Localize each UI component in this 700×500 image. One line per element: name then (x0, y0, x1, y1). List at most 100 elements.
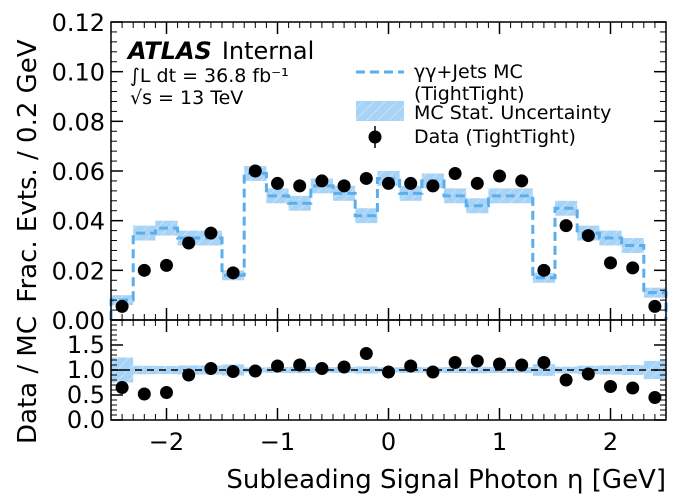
data-point (515, 174, 529, 188)
legend-band-label: MC Stat. Uncertainty (414, 102, 611, 124)
data-point (559, 219, 573, 233)
mc-stat-band-bin (355, 208, 378, 224)
mc-stat-band-bin (333, 185, 356, 201)
ratio-band-bin (444, 367, 467, 373)
ratio-point (470, 354, 484, 368)
ratio-band-bin (133, 365, 156, 375)
main-y-tick-label: 0.06 (52, 158, 105, 186)
ratio-data-points (115, 347, 662, 404)
main-ticks: 0.00 0.02 0.04 0.06 0.08 0.10 0.12 (52, 9, 667, 335)
legend-data-marker (368, 130, 382, 144)
data-point (426, 179, 440, 193)
ratio-point (182, 368, 196, 382)
mc-step-line (109, 171, 668, 320)
ratio-point (137, 387, 151, 401)
ratio-point (271, 359, 284, 373)
data-point (581, 229, 595, 243)
data-point (115, 299, 129, 313)
data-point (648, 299, 662, 313)
ratio-point (204, 362, 218, 375)
ratio-point (248, 364, 262, 378)
luminosity-text: ∫L dt = 36.8 fb⁻¹ (130, 65, 289, 87)
data-point (293, 179, 307, 193)
atlas-label-bold: ATLAS (126, 37, 212, 65)
ratio-y-tick-label: 0.0 (67, 406, 105, 434)
ratio-band-bin (599, 365, 622, 375)
data-point (404, 176, 418, 190)
data-point (493, 169, 506, 183)
legend: γγ+Jets MC (TightTight) MC Stat. Uncerta… (356, 61, 611, 148)
data-point (382, 176, 395, 190)
ratio-point (160, 386, 173, 399)
ratio-point (426, 365, 440, 379)
mc-stat-band-bin (266, 188, 289, 204)
data-point (271, 176, 284, 190)
main-mc-step-line (109, 171, 668, 320)
main-y-tick-label: 0.10 (52, 59, 105, 87)
data-point (160, 258, 173, 272)
data-point (248, 164, 262, 178)
data-point (204, 226, 218, 240)
main-y-tick-label: 0.08 (52, 108, 105, 136)
main-y-tick-label: 0.12 (52, 9, 105, 37)
ratio-ticks: 0.00.51.01.5 −2 −1 0 1 2 (67, 319, 667, 456)
data-point (359, 171, 373, 185)
ratio-y-tick-label: 1.5 (67, 331, 105, 359)
legend-mc-label-line2: (TightTight) (414, 83, 525, 105)
ratio-point (537, 356, 551, 369)
ratio-point (604, 380, 617, 393)
ratio-point (359, 347, 373, 360)
ratio-point (404, 359, 418, 373)
data-point (182, 236, 196, 250)
ratio-point (226, 365, 240, 378)
data-point (470, 176, 484, 190)
data-point (604, 256, 617, 270)
data-point (137, 263, 151, 277)
ratio-point (559, 373, 573, 387)
x-axis-title: Subleading Signal Photon η [GeV] (226, 465, 666, 495)
x-tick-label: −1 (260, 428, 295, 456)
x-tick-label: 1 (492, 428, 507, 456)
ratio-band-bin (555, 366, 578, 374)
ratio-point (515, 358, 529, 372)
energy-text: √s = 13 TeV (130, 87, 243, 109)
ratio-point (581, 367, 595, 381)
ratio-y-tick-label: 0.5 (67, 381, 105, 409)
data-point (537, 263, 551, 277)
data-point (448, 166, 462, 180)
x-tick-label: 2 (603, 428, 618, 456)
ratio-y-tick-label: 1.0 (67, 356, 105, 384)
main-y-axis-title: Frac. Evts. / 0.2 GeV (13, 39, 43, 302)
x-tick-label: 0 (381, 428, 396, 456)
data-point (226, 266, 240, 280)
main-y-tick-label: 0.02 (52, 257, 105, 285)
ratio-point (448, 356, 462, 369)
ratio-y-axis-title: Data / MC (13, 316, 43, 444)
atlas-label-sub: Internal (222, 37, 315, 65)
ratio-point (337, 360, 351, 374)
ratio-point (315, 362, 329, 375)
main-y-tick-label: 0.04 (52, 208, 105, 236)
main-data-points (115, 164, 662, 313)
mc-stat-band-bin (288, 195, 311, 211)
x-tick-label: −2 (149, 428, 184, 456)
ratio-point (293, 358, 307, 372)
ratio-band-bin (155, 365, 178, 375)
ratio-point (493, 357, 506, 371)
mc-stat-band-bin (444, 188, 467, 204)
mc-stat-band-bin (399, 185, 422, 201)
data-point (337, 179, 351, 193)
legend-band-swatch (356, 101, 404, 121)
ratio-point (382, 365, 395, 379)
ratio-point (115, 381, 129, 394)
legend-mc-label-line1: γγ+Jets MC (414, 61, 523, 83)
data-point (626, 261, 640, 275)
data-point (315, 174, 329, 188)
ratio-point (648, 391, 662, 404)
ratio-point (626, 381, 640, 395)
ratio-plot-frame (110, 319, 667, 421)
legend-data-label: Data (TightTight) (414, 126, 576, 148)
main-y-tick-label: 0.00 (52, 307, 105, 335)
atlas-label: ATLAS Internal (126, 37, 314, 65)
